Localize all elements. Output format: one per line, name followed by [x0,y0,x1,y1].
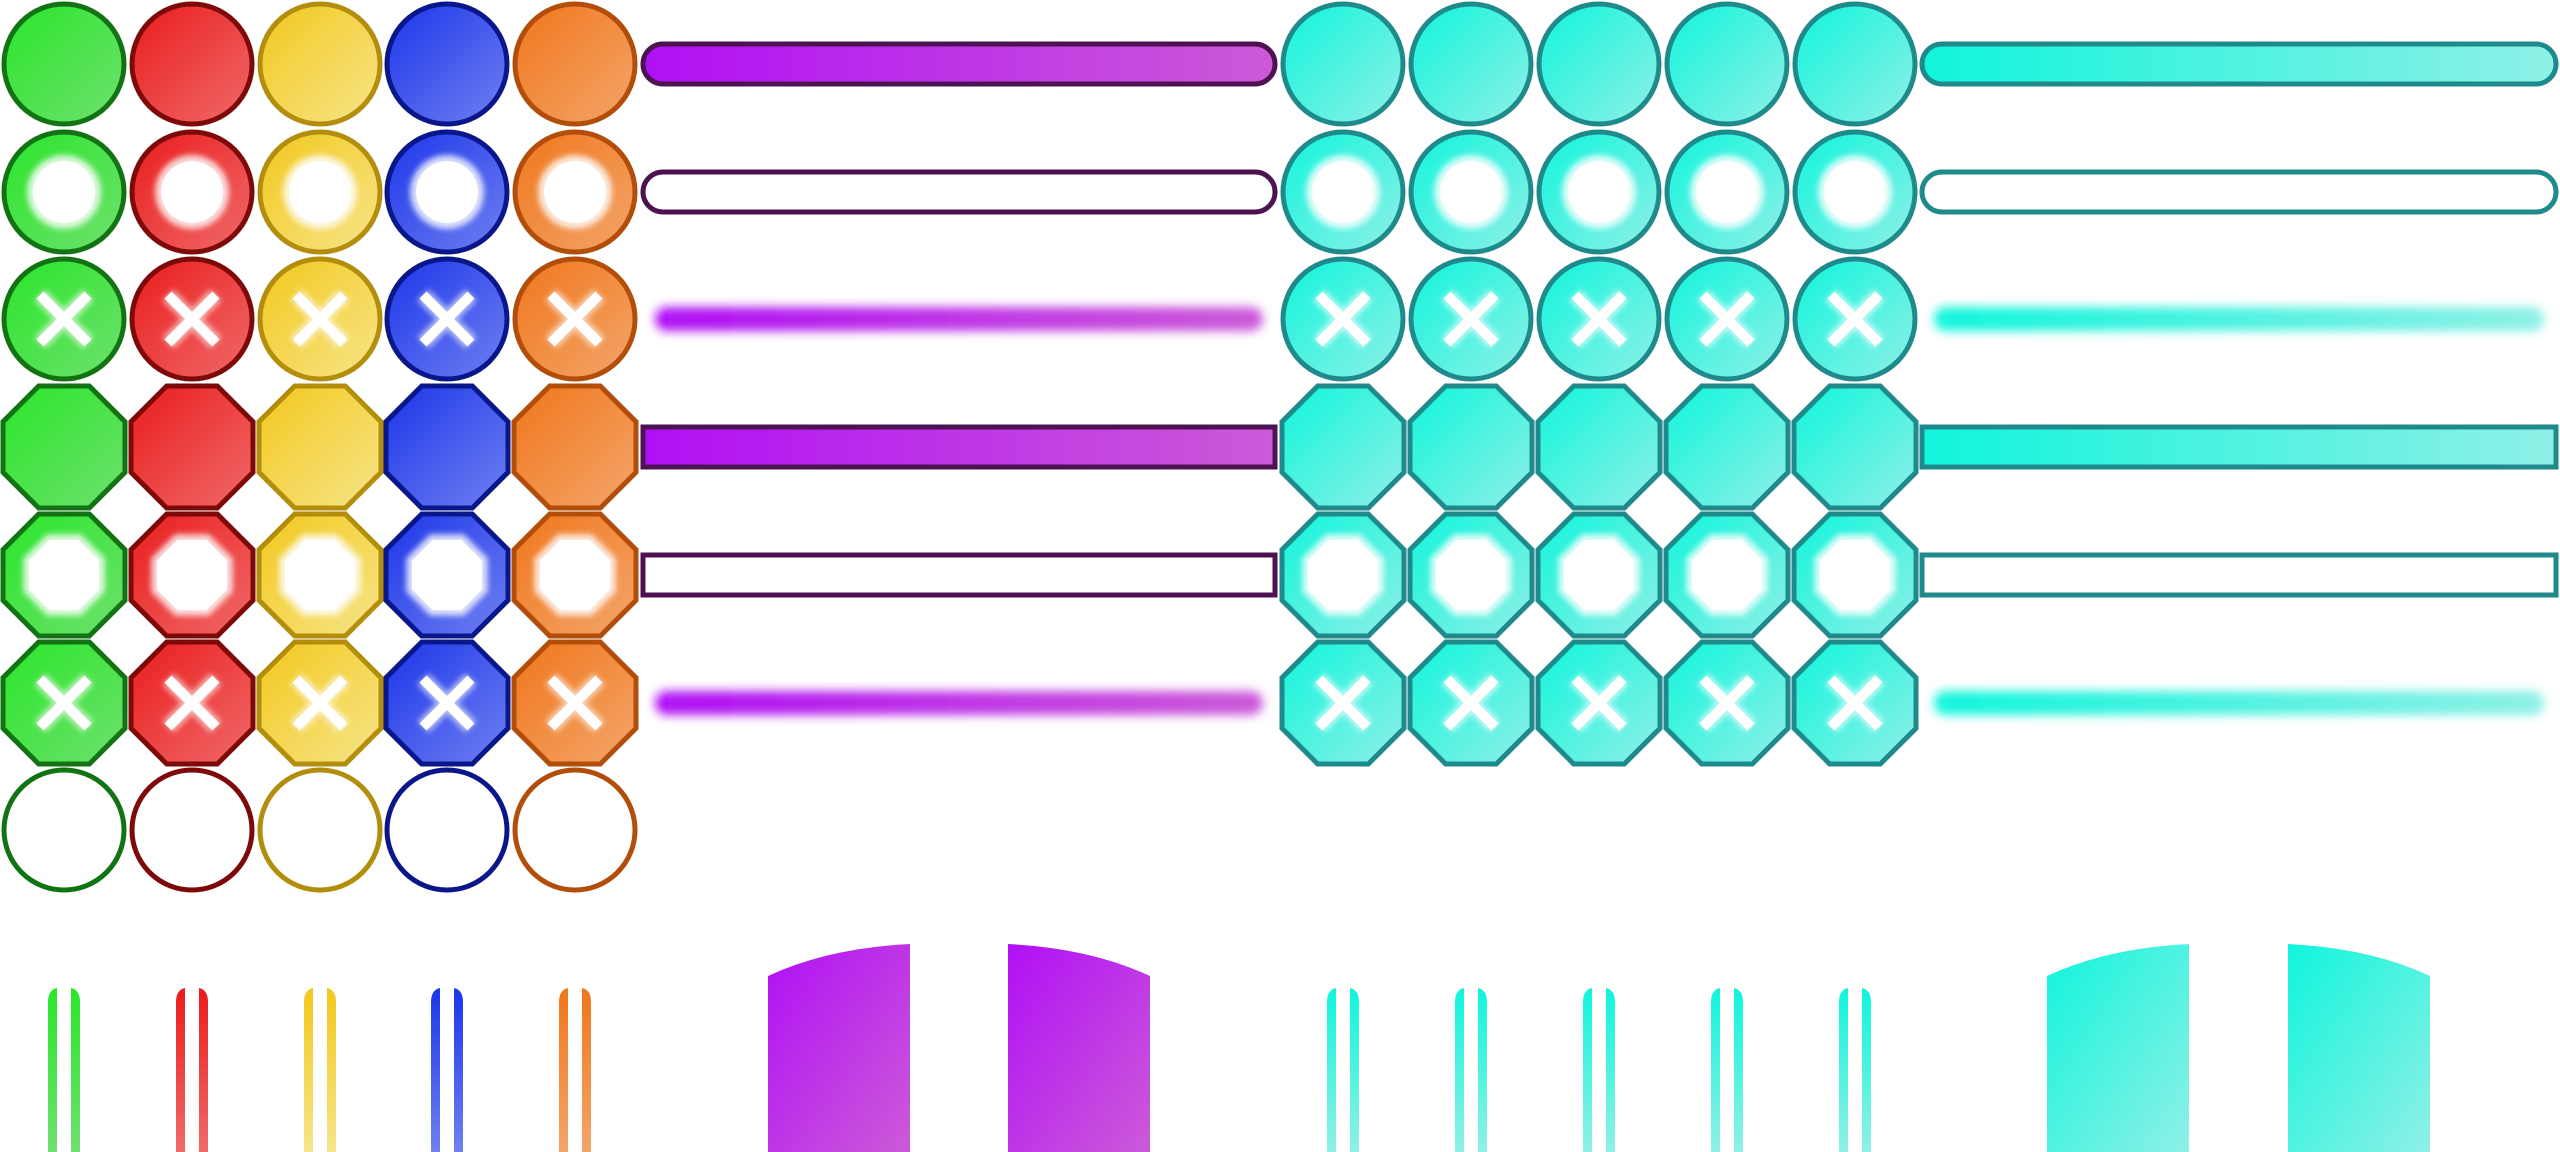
button-circle-filled-cyan [1408,1,1534,127]
button-octagon-filled-green [0,383,128,511]
button-octagon-filled-red [128,383,256,511]
button-circle-ring-blue [384,129,510,255]
button-circle-filled-orange [512,1,638,127]
slider-handle-green [48,988,80,1152]
empty-slot-yellow [257,767,383,893]
button-octagon-ring-yellow [256,511,384,639]
empty-slot-blue [384,767,510,893]
button-circle-filled-cyan [1280,1,1406,127]
button-octagon-cross-cyan [1791,639,1919,767]
panel-right-cyan [2288,944,2430,1152]
bar-rounded-filled-purple [640,41,1278,87]
button-octagon-cross-cyan [1535,639,1663,767]
button-circle-filled-red [129,1,255,127]
button-circle-filled-blue [384,1,510,127]
empty-slot-red [129,767,255,893]
bar-square-filled-purple [640,424,1278,470]
button-octagon-ring-cyan [1663,511,1791,639]
button-octagon-cross-blue [383,639,511,767]
button-octagon-ring-green [0,511,128,639]
bar-rounded-glow-cyan [1934,307,2544,331]
bar-square-outline-cyan [1919,552,2559,598]
button-circle-ring-cyan [1664,129,1790,255]
button-circle-ring-red [129,129,255,255]
button-circle-filled-cyan [1792,1,1918,127]
button-circle-cross-yellow [257,256,383,382]
button-circle-cross-red [129,256,255,382]
button-octagon-ring-blue [383,511,511,639]
button-octagon-cross-cyan [1279,639,1407,767]
bar-rounded-glow-purple [655,307,1263,331]
button-circle-cross-cyan [1792,256,1918,382]
button-octagon-ring-cyan [1791,511,1919,639]
panel-left-cyan [2047,944,2189,1152]
button-circle-cross-green [1,256,127,382]
bar-square-glow-cyan [1934,691,2544,715]
button-octagon-filled-cyan [1279,383,1407,511]
panel-left-purple [768,944,910,1152]
button-octagon-ring-orange [511,511,639,639]
button-octagon-cross-orange [511,639,639,767]
button-octagon-cross-cyan [1407,639,1535,767]
button-octagon-ring-cyan [1279,511,1407,639]
slider-handle-cyan [1711,988,1743,1152]
button-octagon-ring-cyan [1407,511,1535,639]
button-octagon-filled-cyan [1791,383,1919,511]
bar-rounded-filled-cyan [1919,41,2559,87]
slider-handle-cyan [1455,988,1487,1152]
button-octagon-cross-cyan [1663,639,1791,767]
slider-handle-cyan [1583,988,1615,1152]
panel-right-purple [1008,944,1150,1152]
button-octagon-filled-yellow [256,383,384,511]
button-circle-cross-cyan [1280,256,1406,382]
button-octagon-filled-cyan [1535,383,1663,511]
button-circle-filled-yellow [257,1,383,127]
button-circle-cross-blue [384,256,510,382]
button-circle-ring-cyan [1408,129,1534,255]
button-circle-ring-orange [512,129,638,255]
bar-rounded-outline-purple [640,169,1278,215]
button-octagon-filled-cyan [1663,383,1791,511]
button-circle-filled-green [1,1,127,127]
slider-handle-blue [431,988,463,1152]
button-circle-ring-yellow [257,129,383,255]
bar-square-glow-purple [655,691,1263,715]
button-octagon-cross-red [128,639,256,767]
button-octagon-ring-red [128,511,256,639]
button-circle-filled-cyan [1664,1,1790,127]
button-circle-ring-green [1,129,127,255]
button-circle-cross-cyan [1536,256,1662,382]
empty-slot-orange [512,767,638,893]
button-octagon-filled-blue [383,383,511,511]
empty-slot-green [1,767,127,893]
button-circle-ring-cyan [1280,129,1406,255]
slider-handle-orange [559,988,591,1152]
button-octagon-cross-yellow [256,639,384,767]
button-circle-cross-orange [512,256,638,382]
button-octagon-filled-cyan [1407,383,1535,511]
button-circle-ring-cyan [1792,129,1918,255]
button-octagon-cross-green [0,639,128,767]
slider-handle-yellow [304,988,336,1152]
button-circle-cross-cyan [1664,256,1790,382]
slider-handle-cyan [1327,988,1359,1152]
button-circle-filled-cyan [1536,1,1662,127]
button-circle-ring-cyan [1536,129,1662,255]
button-octagon-ring-cyan [1535,511,1663,639]
bar-square-filled-cyan [1919,424,2559,470]
slider-handle-red [176,988,208,1152]
button-circle-cross-cyan [1408,256,1534,382]
bar-rounded-outline-cyan [1919,169,2559,215]
bar-square-outline-purple [640,552,1278,598]
slider-handle-cyan [1839,988,1871,1152]
button-octagon-filled-orange [511,383,639,511]
